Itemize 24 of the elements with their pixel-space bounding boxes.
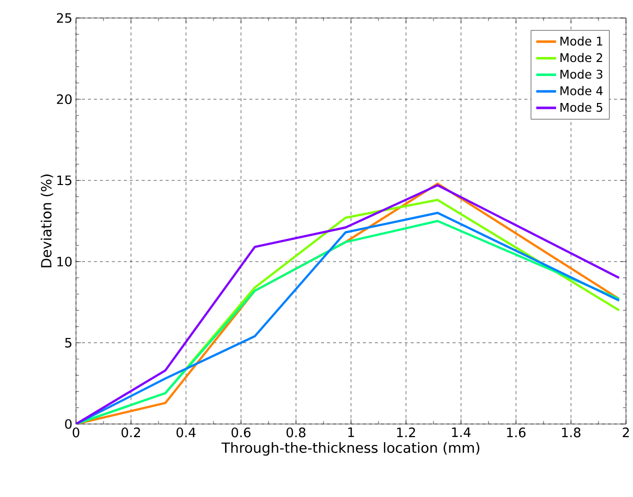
x-tick-label: 1.4 [452, 428, 471, 437]
y-tick-label: 20 [56, 94, 72, 104]
x-tick-label: 0.6 [232, 428, 250, 438]
x-axis-title: Through-the-thickness location (mm) [221, 442, 480, 456]
y-tick-label: 10 [57, 256, 72, 266]
legend-label: Mode 3 [560, 70, 602, 79]
y-axis-title: Deviation (%) [40, 174, 54, 268]
x-tick-label: 1 [348, 428, 354, 437]
x-tick-label: 2 [622, 428, 629, 438]
y-tick-label: 15 [57, 176, 72, 186]
x-tick-label: 1.2 [397, 428, 415, 438]
legend-label: Mode 4 [560, 86, 603, 96]
x-tick-label: 0 [72, 428, 80, 438]
y-tick-label: 0 [65, 419, 72, 429]
x-tick-label: 0.2 [122, 428, 140, 438]
y-tick-label: 5 [65, 338, 72, 348]
x-tick-label: 1.8 [562, 428, 580, 438]
legend-label: Mode 1 [560, 36, 602, 46]
x-tick-label: 0.8 [286, 428, 306, 438]
x-tick-label: 0.4 [176, 428, 196, 438]
x-tick-label: 1.6 [507, 428, 526, 438]
y-tick-label: 25 [56, 13, 72, 23]
legend-label: Mode 5 [560, 102, 602, 112]
legend-label: Mode 2 [560, 52, 602, 62]
